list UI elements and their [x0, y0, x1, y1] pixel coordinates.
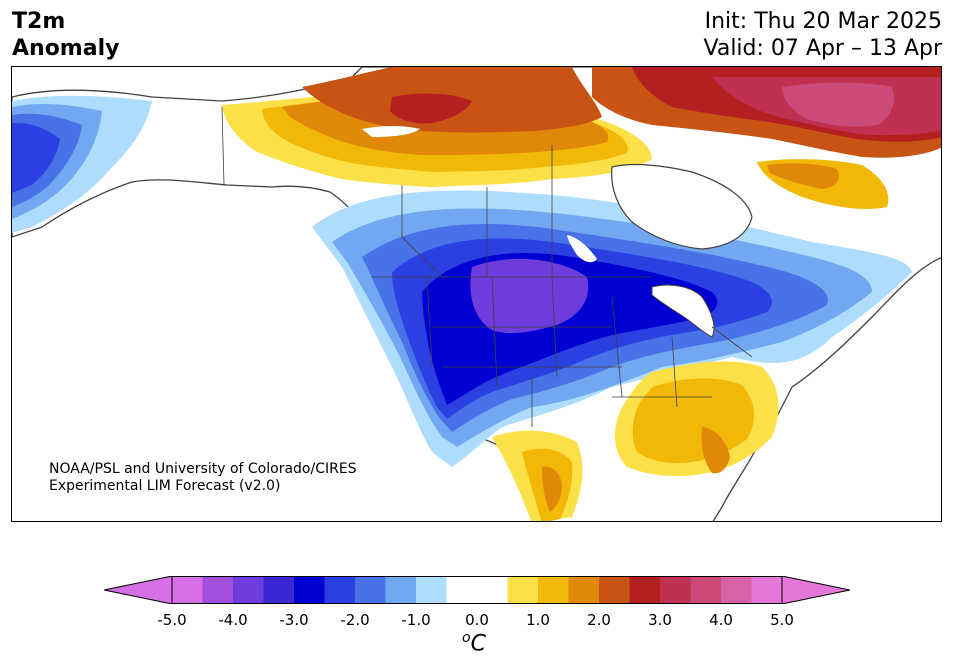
colorbar-swatch — [629, 576, 661, 604]
credit-line-1: NOAA/PSL and University of Colorado/CIRE… — [49, 461, 357, 477]
valid-dates: Valid: 07 Apr – 13 Apr — [703, 36, 943, 61]
init-date: Init: Thu 20 Mar 2025 — [704, 9, 942, 34]
colorbar-swatch — [690, 576, 722, 604]
colorbar-swatch — [507, 576, 539, 604]
hudson-bay — [611, 163, 753, 250]
colorbar-swatch — [751, 576, 783, 604]
credit-line-2: Experimental LIM Forecast (v2.0) — [49, 478, 281, 494]
colorbar-border — [171, 576, 783, 604]
region-mexico-warm3 — [542, 466, 562, 512]
colorbar — [104, 576, 850, 604]
colorbar-swatch — [202, 576, 234, 604]
colorbar-swatch — [721, 576, 752, 604]
colorbar-swatch — [416, 576, 447, 604]
unit-base: C — [470, 631, 486, 657]
colorbar-swatch — [446, 576, 478, 604]
region-labrador-warm3 — [767, 163, 839, 189]
colorbar-over-arrow — [781, 576, 850, 604]
colorbar-swatch — [385, 576, 417, 604]
colorbar-swatch — [568, 576, 600, 604]
unit-degree: o — [462, 630, 471, 646]
colorbar-swatch — [355, 576, 386, 604]
colorbar-swatch — [324, 576, 356, 604]
colorbar-swatch — [477, 576, 508, 604]
region-alaska-cold4 — [12, 122, 60, 193]
region-canada-warm5 — [390, 93, 472, 124]
colorbar-swatch — [538, 576, 569, 604]
colorbar-tick-label: 0.0 — [465, 611, 489, 629]
colorbar-tick-label: -4.0 — [218, 611, 248, 629]
title-line-2: Anomaly — [12, 36, 120, 61]
colorbar-under-arrow — [104, 576, 173, 604]
colorbar-swatch — [263, 576, 295, 604]
colorbar-tick-label: 3.0 — [648, 611, 672, 629]
colorbar-swatch — [599, 576, 630, 604]
colorbar-tick-label: 2.0 — [587, 611, 611, 629]
colorbar-tick-label: 1.0 — [526, 611, 550, 629]
data-credit: NOAA/PSL and University of Colorado/CIRE… — [49, 461, 357, 495]
region-florida-warm3 — [701, 427, 730, 474]
title-line-1: T2m — [12, 9, 66, 34]
great-lakes — [651, 284, 715, 338]
region-greenland-warm7 — [782, 82, 894, 127]
colorbar-ticks: -5.0 -4.0 -3.0 -2.0 -1.0 0.0 1.0 2.0 3.0 4.0 5.0 — [0, 611, 954, 631]
colorbar-tick-label: -3.0 — [279, 611, 309, 629]
colorbar-tick-label: 5.0 — [770, 611, 794, 629]
colorbar-swatch — [294, 576, 325, 604]
colorbar-swatch — [172, 576, 203, 604]
map-title: T2m Anomaly — [12, 8, 119, 62]
colorbar-tick-label: -2.0 — [340, 611, 370, 629]
colorbar-tick-label: -1.0 — [401, 611, 431, 629]
forecast-dates: Init: Thu 20 Mar 2025 Valid: 07 Apr – 13… — [704, 8, 943, 62]
colorbar-swatch — [660, 576, 691, 604]
colorbar-tick-label: 4.0 — [709, 611, 733, 629]
map-canvas — [12, 67, 941, 521]
colorbar-unit: oC — [462, 630, 486, 656]
great-slave-lake — [362, 126, 420, 137]
lake-winnipeg — [567, 235, 597, 263]
anomaly-map — [11, 66, 942, 522]
colorbar-tick-label: -5.0 — [157, 611, 187, 629]
colorbar-swatch — [233, 576, 264, 604]
political-borders — [221, 106, 753, 427]
